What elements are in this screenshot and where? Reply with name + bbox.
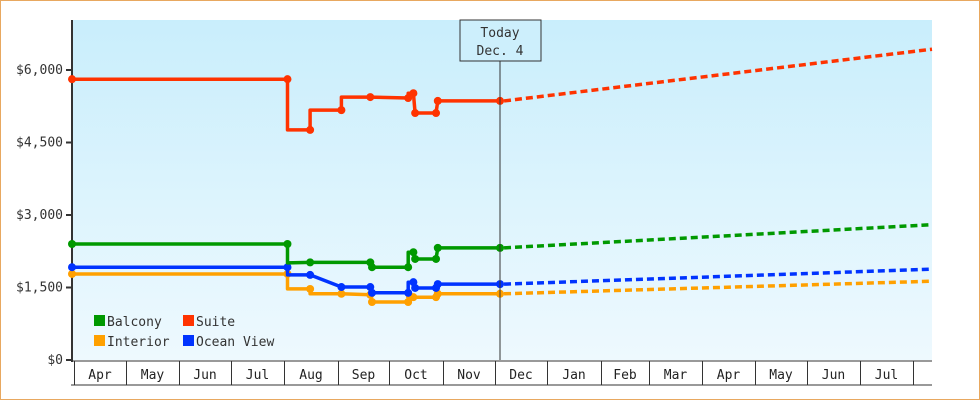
data-point[interactable] <box>68 240 76 248</box>
legend-swatch <box>94 335 105 346</box>
x-tick-label: Jan <box>562 368 585 383</box>
x-tick-label: Sep <box>352 368 376 383</box>
series-layer <box>68 47 933 306</box>
y-tick-label: $1,500 <box>16 281 63 296</box>
data-point[interactable] <box>306 125 315 134</box>
data-point[interactable] <box>368 288 376 297</box>
x-tick-label: May <box>141 368 165 383</box>
y-tick-label: $3,000 <box>16 208 63 223</box>
legend-label: Ocean View <box>196 335 274 350</box>
y-tick-label: $4,500 <box>16 136 63 151</box>
x-tick-label: Jul <box>875 368 898 383</box>
data-point[interactable] <box>366 93 375 102</box>
data-point[interactable] <box>283 263 292 272</box>
x-tick-label: Apr <box>88 368 112 383</box>
data-point[interactable] <box>404 263 413 272</box>
forecast-line-balcony <box>503 222 933 250</box>
x-tick-label: Aug <box>299 368 322 383</box>
x-tick-label: Jul <box>246 368 269 383</box>
today-label-box <box>459 19 542 62</box>
legend-swatch <box>94 315 105 326</box>
forecast-line-ocean-view <box>503 267 933 286</box>
data-point[interactable] <box>368 298 376 306</box>
legend: Balcony Suite Interior Ocean View <box>94 315 274 350</box>
y-tick-label: $6,000 <box>16 63 63 78</box>
data-point[interactable] <box>433 280 442 289</box>
legend-swatch <box>183 315 194 326</box>
data-point[interactable] <box>433 96 442 105</box>
x-tick-label: Oct <box>404 368 427 383</box>
legend-label: Interior <box>107 335 170 350</box>
forecast-line-suite <box>503 47 933 103</box>
data-point[interactable] <box>68 263 76 272</box>
legend-label: Balcony <box>107 315 162 330</box>
x-tick-label: Jun <box>822 368 845 383</box>
data-point[interactable] <box>337 106 346 115</box>
x-axis: Apr May Jun Jul Aug Sep Oct Nov Dec Jan Feb Mar Apr M… <box>71 360 932 386</box>
y-axis: $0 $1,500 $3,000 $4,500 $6,000 <box>16 20 73 368</box>
today-label: Today <box>480 26 519 41</box>
x-tick-label: Feb <box>613 368 637 383</box>
today-marker: Today Dec. 4 <box>459 19 542 360</box>
data-point[interactable] <box>68 75 76 84</box>
data-point[interactable] <box>337 289 346 298</box>
data-point[interactable] <box>409 248 418 257</box>
plot-area <box>72 20 932 360</box>
data-point[interactable] <box>283 240 292 248</box>
data-point[interactable] <box>411 283 420 292</box>
y-tick-label: $0 <box>47 353 63 368</box>
data-point[interactable] <box>306 270 315 279</box>
data-point[interactable] <box>306 284 315 293</box>
x-tick-label: May <box>769 368 793 383</box>
data-point[interactable] <box>404 94 413 103</box>
x-tick-label: Nov <box>457 368 481 383</box>
data-point[interactable] <box>306 258 315 267</box>
x-tick-label: Mar <box>664 368 688 383</box>
data-point[interactable] <box>432 109 441 118</box>
data-point[interactable] <box>432 254 441 263</box>
data-point[interactable] <box>283 75 292 84</box>
legend-swatch <box>183 335 194 346</box>
data-point[interactable] <box>368 263 376 272</box>
data-point[interactable] <box>411 254 420 263</box>
data-point[interactable] <box>433 243 442 252</box>
data-point[interactable] <box>409 89 418 98</box>
x-tick-label: Dec <box>509 368 532 383</box>
data-point[interactable] <box>404 288 413 297</box>
x-tick-label: Apr <box>717 368 741 383</box>
forecast-line-interior <box>503 279 933 296</box>
data-point[interactable] <box>68 269 76 278</box>
x-tick-label: Jun <box>193 368 216 383</box>
data-point[interactable] <box>411 109 420 118</box>
legend-label: Suite <box>196 315 235 330</box>
data-point[interactable] <box>337 283 346 292</box>
today-date: Dec. 4 <box>477 44 524 59</box>
